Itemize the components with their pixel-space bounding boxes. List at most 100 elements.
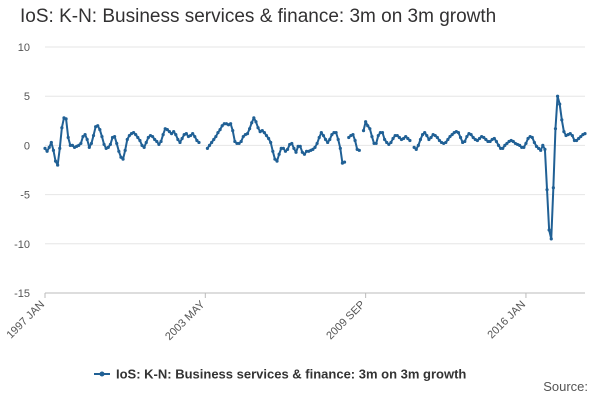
data-point bbox=[518, 143, 522, 147]
data-point bbox=[45, 149, 49, 153]
data-point bbox=[560, 118, 564, 122]
data-point bbox=[311, 147, 315, 151]
series bbox=[43, 94, 587, 241]
data-point bbox=[526, 136, 530, 141]
data-point bbox=[56, 163, 60, 167]
data-point bbox=[207, 143, 212, 147]
data-point bbox=[361, 129, 366, 133]
data-point bbox=[159, 139, 163, 144]
data-point bbox=[395, 133, 399, 138]
data-point bbox=[437, 138, 442, 143]
data-point bbox=[425, 133, 429, 138]
data-point bbox=[532, 140, 536, 145]
x-tick-label: 2009 SEP bbox=[324, 299, 368, 343]
data-point bbox=[574, 138, 579, 143]
data-point bbox=[530, 135, 534, 140]
data-point bbox=[319, 131, 323, 135]
data-point bbox=[408, 138, 412, 143]
data-point bbox=[353, 138, 357, 143]
data-point bbox=[397, 135, 401, 140]
data-point bbox=[471, 135, 475, 140]
data-point bbox=[142, 145, 146, 149]
data-point bbox=[555, 94, 560, 98]
data-point bbox=[53, 159, 58, 163]
data-point bbox=[551, 186, 555, 190]
y-tick-label: 0 bbox=[24, 140, 30, 152]
data-point bbox=[294, 150, 298, 154]
data-point bbox=[174, 132, 178, 137]
data-point bbox=[404, 134, 408, 139]
data-point bbox=[180, 136, 184, 141]
data-point bbox=[446, 137, 450, 142]
data-point bbox=[328, 137, 332, 142]
data-point bbox=[568, 131, 572, 136]
data-point bbox=[205, 146, 210, 150]
data-point bbox=[77, 143, 81, 147]
data-point bbox=[420, 132, 425, 137]
legend[interactable]: IoS: K-N: Business services & finance: 3… bbox=[94, 367, 466, 382]
data-point bbox=[89, 141, 94, 146]
data-point bbox=[583, 131, 587, 136]
data-point bbox=[475, 138, 480, 143]
data-point bbox=[469, 132, 473, 137]
data-point bbox=[121, 157, 125, 161]
data-point bbox=[285, 147, 290, 151]
data-point bbox=[125, 137, 129, 142]
data-point bbox=[237, 141, 241, 146]
x-tick-label: 2003 MAY bbox=[163, 298, 208, 343]
data-point bbox=[155, 139, 159, 144]
data-point bbox=[522, 145, 526, 149]
data-point bbox=[577, 136, 581, 141]
data-point bbox=[87, 145, 91, 149]
data-point bbox=[389, 140, 393, 145]
data-point bbox=[83, 132, 87, 137]
data-point bbox=[81, 134, 85, 139]
data-point bbox=[85, 137, 89, 142]
data-point bbox=[418, 137, 423, 142]
data-point bbox=[172, 130, 176, 134]
data-point bbox=[275, 159, 279, 163]
data-point bbox=[387, 142, 391, 147]
data-point bbox=[492, 136, 496, 141]
data-point bbox=[191, 131, 195, 136]
data-point bbox=[429, 135, 433, 140]
data-point bbox=[342, 160, 347, 164]
y-tick-label: 10 bbox=[18, 42, 30, 54]
data-point bbox=[482, 135, 486, 140]
data-point bbox=[231, 129, 235, 133]
data-point bbox=[463, 139, 467, 144]
data-point bbox=[256, 126, 260, 130]
data-point bbox=[541, 143, 545, 147]
data-point bbox=[562, 130, 566, 134]
data-point bbox=[210, 140, 214, 145]
data-point bbox=[558, 102, 562, 106]
data-point bbox=[197, 140, 201, 145]
data-point bbox=[136, 135, 140, 140]
data-point bbox=[157, 142, 161, 147]
data-point bbox=[412, 145, 416, 149]
data-point bbox=[579, 134, 583, 139]
data-point bbox=[220, 124, 224, 128]
data-point bbox=[315, 141, 319, 146]
data-point bbox=[416, 143, 420, 147]
data-point bbox=[334, 131, 338, 135]
data-point bbox=[298, 144, 302, 148]
y-axis-tick-labels: 10 5 0 -5 -10 -15 bbox=[14, 42, 30, 300]
data-point bbox=[283, 149, 288, 153]
data-point bbox=[505, 141, 509, 146]
data-point bbox=[47, 145, 51, 149]
data-point bbox=[524, 141, 528, 146]
data-point bbox=[108, 142, 112, 147]
data-point bbox=[385, 140, 389, 145]
y-tick-label: -10 bbox=[14, 239, 30, 251]
data-point bbox=[195, 138, 199, 143]
data-point bbox=[252, 116, 256, 120]
data-point bbox=[273, 157, 277, 161]
data-point bbox=[376, 133, 380, 138]
data-point bbox=[79, 141, 83, 146]
data-point bbox=[321, 133, 326, 138]
data-point bbox=[477, 136, 482, 141]
data-point bbox=[423, 131, 427, 135]
data-point bbox=[127, 133, 131, 138]
